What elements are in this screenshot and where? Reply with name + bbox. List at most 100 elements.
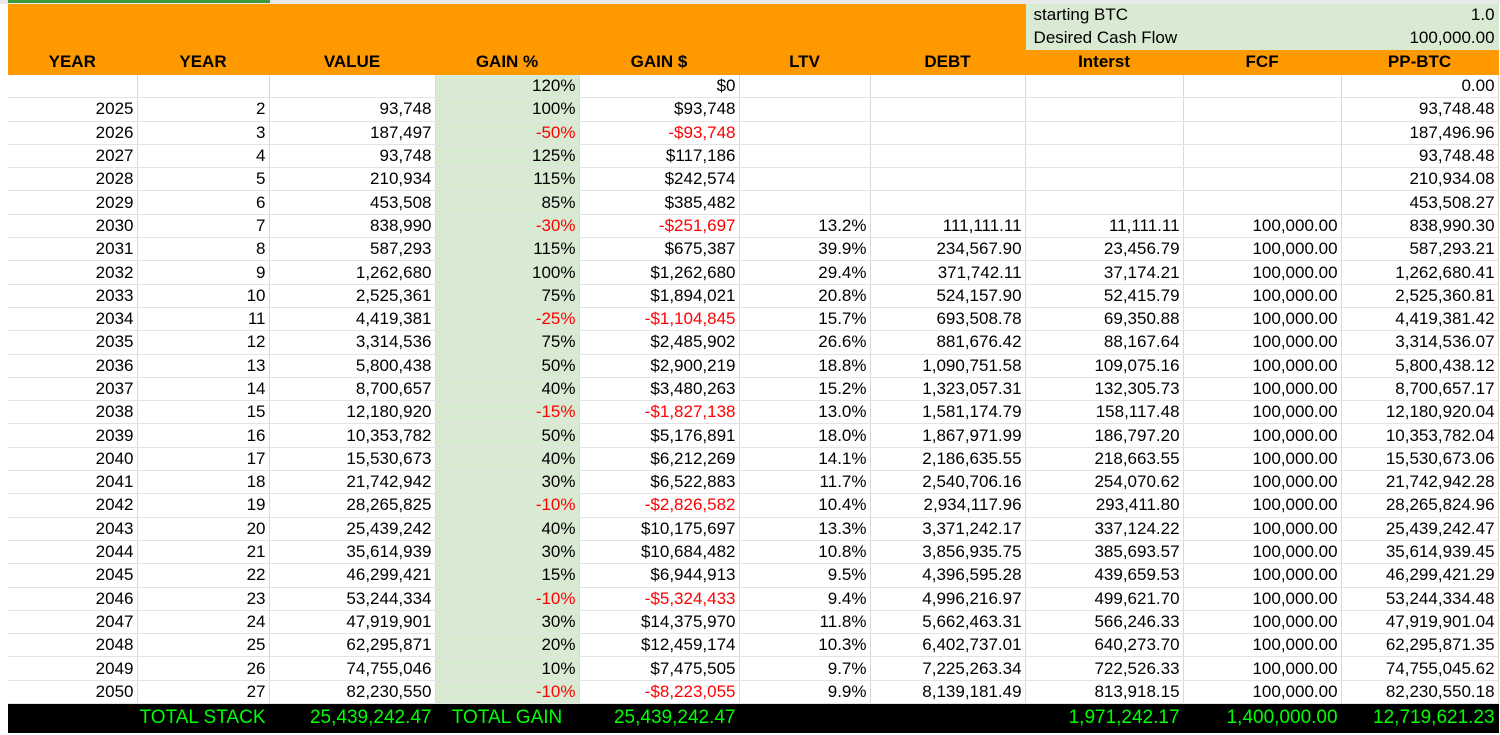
cell-ltv[interactable]: 15.2% xyxy=(739,377,871,402)
cell-pp-btc[interactable]: 74,755,045.62 xyxy=(1341,656,1499,681)
cell-interest[interactable]: 109,075.16 xyxy=(1025,354,1184,378)
cell-debt[interactable]: 5,662,463.31 xyxy=(870,610,1026,635)
cell-pp-btc[interactable]: 838,990.30 xyxy=(1341,214,1499,239)
cell-year[interactable]: 2030 xyxy=(8,214,138,239)
cell-value[interactable]: 25,439,242 xyxy=(269,517,436,541)
cell-gain-usd[interactable]: -$1,104,845 xyxy=(579,307,740,332)
cell-interest[interactable] xyxy=(1025,97,1184,122)
cell-year[interactable]: 2029 xyxy=(8,190,138,215)
cell-gain-usd[interactable]: $1,894,021 xyxy=(579,284,740,308)
cell-interest[interactable]: 23,456.79 xyxy=(1025,237,1184,262)
cell-year-index[interactable]: 27 xyxy=(137,680,270,705)
cell-value[interactable] xyxy=(269,74,436,99)
cell-gain-usd[interactable]: $10,175,697 xyxy=(579,517,740,541)
cell-ltv[interactable]: 9.9% xyxy=(739,680,871,705)
cell-gain-usd[interactable]: $93,748 xyxy=(579,97,740,122)
cell-year-index[interactable]: 10 xyxy=(137,284,270,308)
cell-pp-btc[interactable]: 8,700,657.17 xyxy=(1341,377,1499,402)
cell-interest[interactable]: 132,305.73 xyxy=(1025,377,1184,402)
cell-year[interactable]: 2025 xyxy=(8,97,138,122)
cell-gain-usd[interactable]: $2,900,219 xyxy=(579,354,740,378)
cell-gain-usd[interactable]: -$1,827,138 xyxy=(579,400,740,425)
cell-year[interactable]: 2046 xyxy=(8,587,138,611)
cell-pp-btc[interactable]: 53,244,334.48 xyxy=(1341,587,1499,611)
cell-debt[interactable]: 693,508.78 xyxy=(870,307,1026,332)
cell-ltv[interactable]: 39.9% xyxy=(739,237,871,262)
cell-pp-btc[interactable]: 93,748.48 xyxy=(1341,144,1499,169)
cell-debt[interactable]: 2,934,117.96 xyxy=(870,493,1026,518)
cell-debt[interactable]: 111,111.11 xyxy=(870,214,1026,239)
header-debt[interactable]: DEBT xyxy=(870,49,1026,75)
cell-gain-usd[interactable]: -$8,223,055 xyxy=(579,680,740,705)
cell-gain-pct[interactable]: 20% xyxy=(435,633,580,658)
cell-gain-usd[interactable]: $6,944,913 xyxy=(579,563,740,588)
cell-year[interactable]: 2034 xyxy=(8,307,138,332)
cell-fcf[interactable] xyxy=(1183,74,1342,99)
cell-fcf[interactable]: 100,000.00 xyxy=(1183,284,1342,308)
cell-value[interactable]: 3,314,536 xyxy=(269,330,436,355)
cell-fcf[interactable]: 100,000.00 xyxy=(1183,540,1342,565)
cell-pp-btc[interactable]: 187,496.96 xyxy=(1341,121,1499,145)
cell-year-index[interactable]: 13 xyxy=(137,354,270,378)
cell-year[interactable]: 2050 xyxy=(8,680,138,705)
cell-gain-pct[interactable]: -30% xyxy=(435,214,580,239)
cell-interest[interactable] xyxy=(1025,190,1184,215)
header-gain-pct[interactable]: GAIN % xyxy=(435,49,580,75)
cell-year[interactable]: 2027 xyxy=(8,144,138,169)
cell-fcf[interactable]: 100,000.00 xyxy=(1183,237,1342,262)
cell-year[interactable]: 2045 xyxy=(8,563,138,588)
cell-value[interactable]: 453,508 xyxy=(269,190,436,215)
cell-gain-usd[interactable]: $117,186 xyxy=(579,144,740,169)
starting-btc-value[interactable]: 1.0 xyxy=(1341,4,1499,27)
cell-fcf[interactable]: 100,000.00 xyxy=(1183,633,1342,658)
cell-year-index[interactable]: 4 xyxy=(137,144,270,169)
cell-pp-btc[interactable]: 93,748.48 xyxy=(1341,97,1499,122)
cell-interest[interactable]: 293,411.80 xyxy=(1025,493,1184,518)
cell-interest[interactable]: 69,350.88 xyxy=(1025,307,1184,332)
cell-value[interactable]: 47,919,901 xyxy=(269,610,436,635)
cell-pp-btc[interactable]: 10,353,782.04 xyxy=(1341,423,1499,448)
cell-ltv[interactable]: 9.7% xyxy=(739,656,871,681)
cell-fcf[interactable]: 100,000.00 xyxy=(1183,656,1342,681)
cell-year-index[interactable]: 26 xyxy=(137,656,270,681)
header-gain-usd[interactable]: GAIN $ xyxy=(579,49,740,75)
cell-year[interactable]: 2041 xyxy=(8,470,138,495)
cell-gain-usd[interactable]: $10,684,482 xyxy=(579,540,740,565)
cell-year-index[interactable]: 18 xyxy=(137,470,270,495)
cell-fcf[interactable] xyxy=(1183,121,1342,145)
cell-gain-pct[interactable]: 40% xyxy=(435,377,580,402)
cell-interest[interactable]: 218,663.55 xyxy=(1025,447,1184,472)
cell-interest[interactable]: 566,246.33 xyxy=(1025,610,1184,635)
cell-debt[interactable]: 2,186,635.55 xyxy=(870,447,1026,472)
cell-value[interactable]: 838,990 xyxy=(269,214,436,239)
total-stack-value[interactable]: 25,439,242.47 xyxy=(269,703,436,734)
cell-value[interactable]: 74,755,046 xyxy=(269,656,436,681)
cell-year-index[interactable]: 3 xyxy=(137,121,270,145)
cell-year-index[interactable]: 19 xyxy=(137,493,270,518)
cell-year[interactable]: 2040 xyxy=(8,447,138,472)
cell-gain-usd[interactable]: $242,574 xyxy=(579,167,740,192)
cell-pp-btc[interactable]: 28,265,824.96 xyxy=(1341,493,1499,518)
cell-pp-btc[interactable]: 1,262,680.41 xyxy=(1341,260,1499,285)
cell-year-index[interactable]: 25 xyxy=(137,633,270,658)
cell-gain-pct[interactable]: 15% xyxy=(435,563,580,588)
cell-pp-btc[interactable]: 0.00 xyxy=(1341,74,1499,99)
cell-gain-pct[interactable]: 100% xyxy=(435,260,580,285)
cell-gain-pct[interactable]: 85% xyxy=(435,190,580,215)
cell-pp-btc[interactable]: 210,934.08 xyxy=(1341,167,1499,192)
cell-debt[interactable]: 1,867,971.99 xyxy=(870,423,1026,448)
cell-interest[interactable] xyxy=(1025,74,1184,99)
cell-gain-pct[interactable]: 30% xyxy=(435,610,580,635)
cell-value[interactable]: 35,614,939 xyxy=(269,540,436,565)
cell-gain-pct[interactable]: 40% xyxy=(435,517,580,541)
header-interest[interactable]: Interst xyxy=(1025,49,1184,75)
cell-ltv[interactable]: 18.8% xyxy=(739,354,871,378)
cell-value[interactable]: 46,299,421 xyxy=(269,563,436,588)
cell-pp-btc[interactable]: 82,230,550.18 xyxy=(1341,680,1499,705)
cell-debt[interactable]: 8,139,181.49 xyxy=(870,680,1026,705)
cell-pp-btc[interactable]: 47,919,901.04 xyxy=(1341,610,1499,635)
cell-fcf[interactable]: 100,000.00 xyxy=(1183,610,1342,635)
cell-pp-btc[interactable]: 21,742,942.28 xyxy=(1341,470,1499,495)
cell-gain-usd[interactable]: $0 xyxy=(579,74,740,99)
cell-year-index[interactable] xyxy=(137,74,270,99)
